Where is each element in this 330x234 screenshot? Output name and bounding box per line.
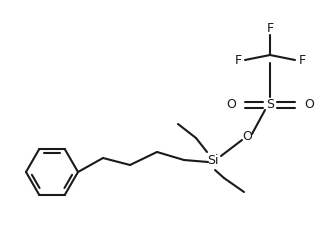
Text: F: F [266,22,274,36]
Text: S: S [266,99,274,111]
Text: O: O [304,99,314,111]
Text: F: F [234,54,242,66]
Text: F: F [298,54,306,66]
Text: O: O [226,99,236,111]
Text: Si: Si [207,154,219,167]
Text: O: O [242,131,252,143]
